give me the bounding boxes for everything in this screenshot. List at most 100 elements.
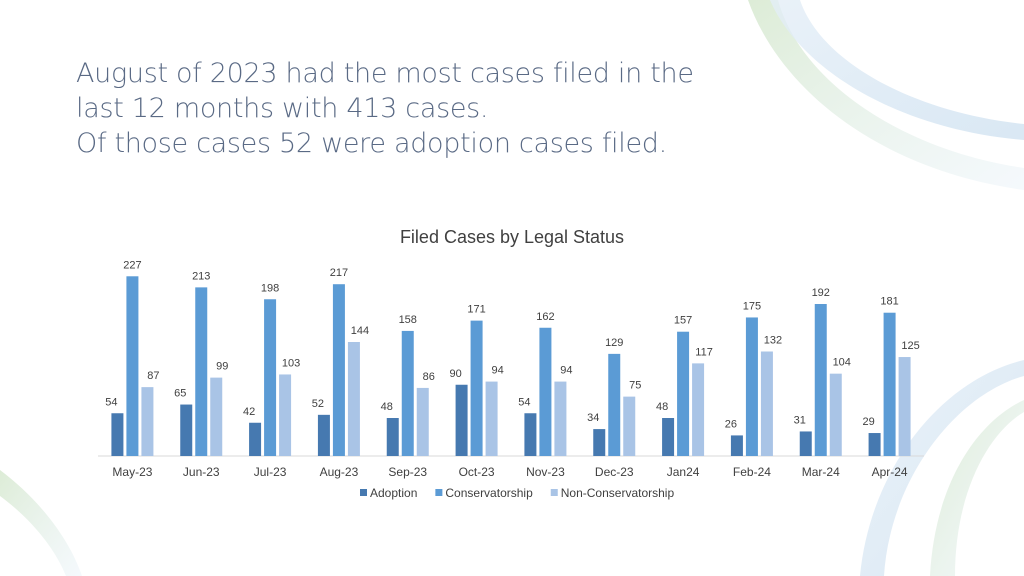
x-tick-label-Sep-23: Sep-23: [388, 465, 427, 479]
bar-adoption-Nov-23: [524, 413, 537, 456]
data-label-adoption-Aug-23: 52: [312, 398, 324, 410]
x-tick-label-Feb-24: Feb-24: [733, 465, 771, 479]
data-label-non-conservatorship-Oct-23: 94: [491, 365, 503, 377]
bar-conservatorship-Oct-23: [470, 320, 483, 456]
bar-non-conservatorship-May-23: [141, 387, 154, 456]
x-tick-label-May-23: May-23: [112, 465, 152, 479]
x-tick-label-Apr-24: Apr-24: [872, 465, 908, 479]
data-label-non-conservatorship-May-23: 87: [147, 370, 159, 382]
data-label-adoption-Jul-23: 42: [243, 406, 255, 418]
legend-label-adoption: Adoption: [370, 486, 417, 500]
bar-adoption-Dec-23: [593, 429, 606, 456]
data-label-adoption-Nov-23: 54: [518, 396, 530, 408]
headline-line-2: last 12 months with 413 cases.: [76, 93, 489, 124]
data-label-conservatorship-Oct-23: 171: [467, 304, 485, 316]
legend-swatch-adoption: [360, 489, 367, 496]
headline-line-1: August of 2023 had the most cases filed …: [76, 58, 694, 89]
bar-conservatorship-Jul-23: [264, 299, 277, 456]
bar-conservatorship-Aug-23: [332, 284, 345, 456]
headline-line-3: Of those cases 52 were adoption cases fi…: [76, 128, 667, 159]
bottom-right-swoosh-green: [930, 400, 1024, 576]
legend-label-non-conservatorship: Non-Conservatorship: [561, 486, 675, 500]
data-label-conservatorship-Jun-23: 213: [192, 270, 210, 282]
data-label-non-conservatorship-Feb-24: 132: [764, 335, 782, 347]
bar-non-conservatorship-Aug-23: [347, 342, 360, 456]
bar-conservatorship-Jan24: [677, 331, 690, 456]
x-tick-label-Dec-23: Dec-23: [595, 465, 634, 479]
bar-conservatorship-Dec-23: [608, 353, 621, 456]
data-label-non-conservatorship-Mar-24: 104: [833, 357, 851, 369]
data-label-conservatorship-Nov-23: 162: [536, 311, 554, 323]
data-label-conservatorship-Aug-23: 217: [330, 267, 348, 279]
bar-non-conservatorship-Jun-23: [210, 377, 223, 456]
chart-title: Filed Cases by Legal Status: [400, 227, 624, 247]
bar-conservatorship-May-23: [126, 276, 139, 456]
data-label-adoption-Feb-24: 26: [725, 418, 737, 430]
data-label-adoption-Jan24: 48: [656, 401, 668, 413]
data-label-non-conservatorship-Nov-23: 94: [560, 365, 572, 377]
data-label-conservatorship-Jul-23: 198: [261, 282, 279, 294]
data-label-adoption-May-23: 54: [105, 396, 117, 408]
bar-conservatorship-Sep-23: [401, 330, 414, 456]
bar-adoption-Oct-23: [455, 384, 468, 456]
bar-conservatorship-Apr-24: [883, 312, 896, 456]
bar-adoption-Mar-24: [799, 431, 812, 456]
data-label-non-conservatorship-Dec-23: 75: [629, 380, 641, 392]
data-label-conservatorship-Jan24: 157: [674, 315, 692, 327]
x-tick-label-Jun-23: Jun-23: [183, 465, 220, 479]
bar-adoption-Aug-23: [317, 414, 330, 456]
legend-swatch-conservatorship: [435, 489, 443, 496]
x-tick-label-Oct-23: Oct-23: [459, 465, 495, 479]
bottom-right-swoosh-blue: [860, 360, 1024, 576]
bar-non-conservatorship-Nov-23: [554, 381, 567, 456]
bar-adoption-Apr-24: [868, 433, 881, 456]
data-label-conservatorship-Sep-23: 158: [399, 314, 417, 326]
bar-adoption-Sep-23: [386, 418, 399, 456]
bar-adoption-Jan24: [662, 418, 675, 456]
x-tick-label-Aug-23: Aug-23: [320, 465, 359, 479]
bar-non-conservatorship-Apr-24: [898, 357, 911, 456]
x-tick-label-Mar-24: Mar-24: [802, 465, 840, 479]
bottom-left-swoosh-green: [0, 470, 82, 576]
legend-label-conservatorship: Conservatorship: [445, 486, 533, 500]
bar-conservatorship-Nov-23: [539, 327, 552, 456]
data-label-adoption-Oct-23: 90: [449, 368, 461, 380]
data-label-non-conservatorship-Jul-23: 103: [282, 357, 300, 369]
data-label-non-conservatorship-Aug-23: 144: [351, 325, 369, 337]
bar-non-conservatorship-Dec-23: [623, 396, 636, 456]
bar-non-conservatorship-Mar-24: [829, 373, 842, 456]
bar-non-conservatorship-Feb-24: [760, 351, 773, 456]
x-tick-label-Jan24: Jan24: [667, 465, 700, 479]
data-label-conservatorship-May-23: 227: [123, 259, 141, 271]
bar-conservatorship-Mar-24: [814, 304, 827, 456]
bar-conservatorship-Jun-23: [195, 287, 208, 456]
data-label-adoption-Jun-23: 65: [174, 388, 186, 400]
bar-conservatorship-Feb-24: [745, 317, 758, 456]
bar-adoption-Feb-24: [730, 435, 743, 456]
data-label-adoption-Apr-24: 29: [862, 416, 874, 428]
x-tick-label-Jul-23: Jul-23: [254, 465, 287, 479]
bar-adoption-Jul-23: [249, 422, 262, 456]
data-label-non-conservatorship-Jun-23: 99: [216, 361, 228, 373]
data-label-adoption-Mar-24: 31: [794, 414, 806, 426]
headline: August of 2023 had the most cases filed …: [76, 56, 776, 161]
legend-swatch-non-conservatorship: [550, 489, 558, 496]
bar-adoption-May-23: [111, 413, 124, 456]
data-label-non-conservatorship-Apr-24: 125: [901, 340, 919, 352]
data-label-conservatorship-Mar-24: 192: [812, 287, 830, 299]
top-right-swoosh-green: [748, 0, 1024, 190]
top-right-swoosh-blue: [770, 0, 1024, 140]
data-label-conservatorship-Feb-24: 175: [743, 300, 761, 312]
bar-non-conservatorship-Oct-23: [485, 381, 498, 456]
data-label-adoption-Dec-23: 34: [587, 412, 599, 424]
bar-non-conservatorship-Sep-23: [416, 387, 429, 456]
data-label-conservatorship-Dec-23: 129: [605, 337, 623, 349]
data-label-non-conservatorship-Sep-23: 86: [423, 371, 435, 383]
data-label-adoption-Sep-23: 48: [381, 401, 393, 413]
bar-non-conservatorship-Jan24: [692, 363, 705, 456]
data-label-non-conservatorship-Jan24: 117: [695, 346, 713, 358]
x-tick-label-Nov-23: Nov-23: [526, 465, 565, 479]
bar-non-conservatorship-Jul-23: [279, 374, 292, 456]
